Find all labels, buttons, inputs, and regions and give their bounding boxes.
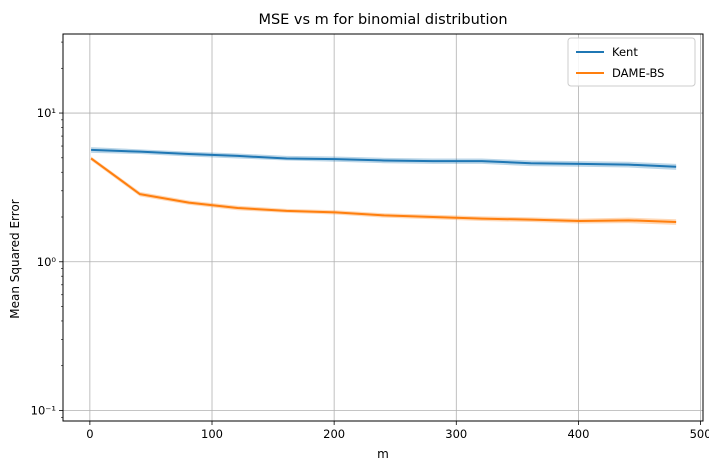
x-tick-label: 0 [86,427,93,441]
axis-ticks: 0 100 200 300 400 500 10⁻¹ 10⁰ 10¹ [31,41,709,441]
x-tick-label: 100 [201,427,223,441]
legend-label-0: Kent [612,45,638,59]
y-tick-label: 10⁰ [37,255,57,269]
confidence-band-0 [91,147,677,170]
x-tick-label: 500 [690,427,709,441]
grid-layer [63,34,703,421]
x-tick-label: 300 [445,427,467,441]
y-tick-label: 10¹ [37,106,56,120]
x-tick-label: 200 [323,427,345,441]
y-tick-label: 10⁻¹ [31,404,56,418]
chart-title: MSE vs m for binomial distribution [258,12,507,28]
series-line-0 [91,148,677,168]
series-lines [90,148,677,224]
series-line-1 [90,157,677,224]
y-axis-label: Mean Squared Error [8,199,22,319]
legend-label-1: DAME-BS [612,66,664,80]
plot-frame [62,33,704,422]
x-axis-label: m [377,447,389,461]
legend: Kent DAME-BS [567,37,696,87]
x-tick-label: 400 [567,427,589,441]
